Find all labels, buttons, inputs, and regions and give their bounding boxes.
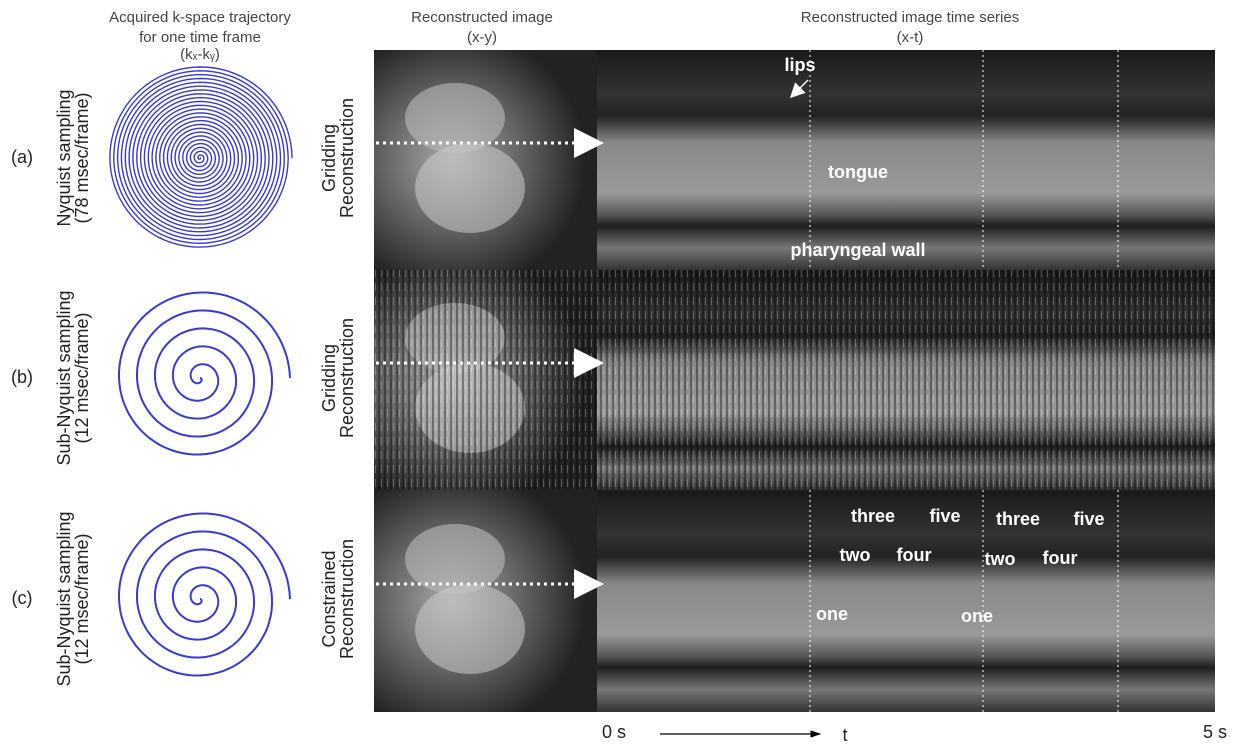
sampling-label: Sub-Nyquist sampling (54, 511, 74, 686)
method-label: Reconstruction (337, 98, 357, 218)
figure: Acquired k-space trajectory for one time … (0, 0, 1237, 744)
row-id: (b) (11, 367, 33, 387)
sampling-label: Sub-Nyquist sampling (54, 290, 74, 465)
method-label: Gridding (319, 124, 339, 192)
annotation: one (961, 606, 993, 626)
annotation: two (840, 545, 871, 565)
annotation: lips (784, 55, 815, 75)
annotation: five (929, 506, 960, 526)
column-header: Acquired k-space trajectory (109, 9, 291, 26)
time-label: t (842, 725, 847, 744)
row-id: (a) (11, 147, 33, 167)
xt-image (597, 490, 1215, 712)
row-id: (c) (12, 588, 33, 608)
head-shape (415, 584, 525, 674)
column-header: Reconstructed image (411, 9, 553, 26)
method-label: Constrained (319, 550, 339, 647)
annotation: three (996, 509, 1040, 529)
method-label: Gridding (319, 344, 339, 412)
annotation: four (897, 545, 932, 565)
image-panels (110, 50, 1215, 712)
annotation: tongue (828, 162, 888, 182)
xt-image (597, 50, 1215, 270)
method-label: Reconstruction (337, 539, 357, 659)
time-start: 0 s (602, 722, 626, 742)
noise (374, 270, 1215, 490)
annotation: one (816, 604, 848, 624)
sampling-label: Nyquist sampling (54, 89, 74, 226)
annotation: two (985, 549, 1016, 569)
k-space-spiral (110, 67, 292, 247)
time-end: 5 s (1203, 722, 1227, 742)
k-space-spiral (119, 514, 290, 676)
column-header: (x-y) (467, 29, 497, 46)
annotation: five (1073, 509, 1104, 529)
sampling-label: (12 msec/frame) (72, 312, 92, 443)
column-header: Reconstructed image time series (801, 9, 1019, 26)
annotation: pharyngeal wall (790, 240, 925, 260)
method-label: Reconstruction (337, 318, 357, 438)
k-space-spiral (119, 293, 290, 455)
annotation: three (851, 506, 895, 526)
sampling-label: (78 msec/frame) (72, 92, 92, 223)
column-header: (kₓ-kᵧ) (180, 46, 220, 63)
column-header: (x-t) (897, 29, 924, 46)
column-header: for one time frame (139, 29, 261, 46)
sampling-label: (12 msec/frame) (72, 533, 92, 664)
annotation: four (1043, 548, 1078, 568)
head-shape (415, 143, 525, 233)
